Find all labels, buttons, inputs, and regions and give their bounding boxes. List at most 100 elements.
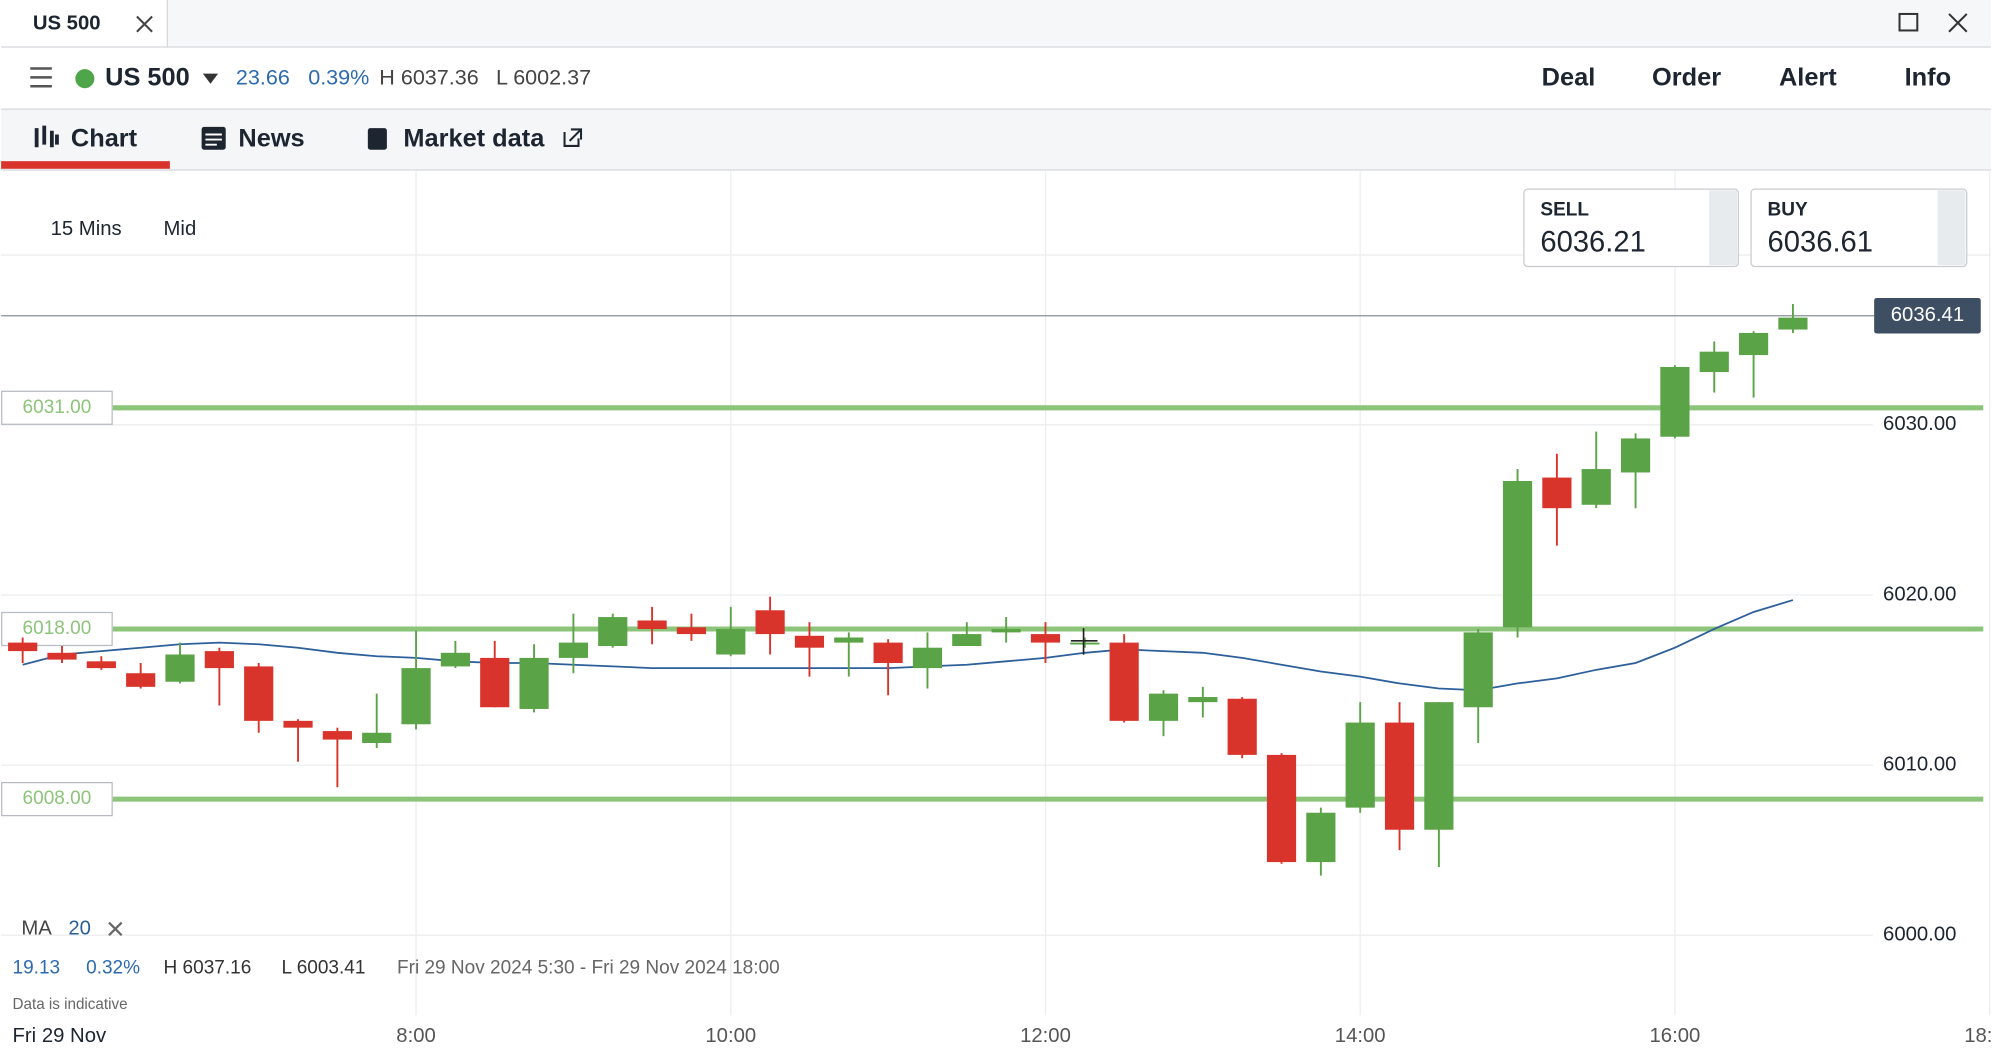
candle-body (1109, 642, 1139, 721)
interval-selector[interactable]: 15 Mins (51, 218, 122, 240)
close-tab[interactable] (136, 15, 153, 33)
candle-body (86, 661, 116, 669)
candle-body (1463, 632, 1493, 708)
buy-button-side (1937, 190, 1966, 266)
candle-body (1070, 642, 1100, 645)
candle-body (676, 627, 707, 635)
candle-body (1188, 697, 1218, 703)
action-button[interactable]: Alert (1779, 63, 1837, 91)
x-tick-label: 14:00 (1335, 1025, 1386, 1047)
current-price-label: 6036.41 (1891, 304, 1964, 326)
window-tab[interactable] (1, 0, 168, 47)
chart-icon (34, 125, 59, 148)
external-link-icon (563, 128, 583, 147)
action-button[interactable]: Info (1905, 63, 1951, 91)
candle-body (47, 652, 77, 660)
day-low: L 6002.37 (496, 64, 591, 89)
current-date: Fri 29 Nov (13, 1025, 107, 1047)
candle-body (558, 642, 589, 658)
x-tick-label: 8:00 (396, 1025, 436, 1047)
cursor (1070, 628, 1098, 655)
current-price-box (1874, 297, 1981, 334)
candle-body (1345, 722, 1375, 808)
range-high: H 6037.16 (164, 957, 252, 978)
candle-body (244, 666, 274, 721)
level-label-box[interactable] (1, 390, 113, 425)
market-data-icon (367, 128, 387, 150)
x-tick-label: 18:00 (1964, 1025, 1992, 1047)
tab-bar (1, 109, 1991, 171)
price-change: 23.66 (236, 64, 290, 89)
buy-button[interactable] (1750, 188, 1968, 268)
candle-body (873, 642, 903, 664)
level-label: 6008.00 (23, 788, 92, 809)
candle-body (755, 610, 785, 635)
price-type-selector[interactable]: Mid (164, 218, 197, 240)
action-button[interactable]: Order (1652, 63, 1721, 91)
disclaimer: Data is indicative (13, 996, 128, 1013)
candle-body (991, 628, 1021, 633)
candle-body (126, 673, 156, 687)
candle-body (794, 635, 825, 648)
sell-button-side (1709, 190, 1738, 266)
level-label-box[interactable] (1, 611, 113, 647)
candle-body (834, 637, 864, 643)
tab[interactable]: Chart (71, 124, 138, 152)
candle-body (637, 620, 667, 629)
y-tick-label: 6010.00 (1883, 753, 1956, 775)
candle-body (1699, 351, 1729, 373)
buy-label: BUY (1768, 200, 1808, 221)
candle-body (1581, 469, 1611, 505)
y-tick-label: 6020.00 (1883, 583, 1956, 605)
candle-body (519, 657, 549, 709)
sell-price: 6036.21 (1540, 226, 1645, 258)
candle-body (1620, 438, 1651, 473)
candle-body (8, 642, 38, 652)
level-label-box[interactable] (1, 781, 113, 817)
close-window[interactable] (1948, 13, 1968, 33)
candle-body (283, 720, 313, 728)
candle-body (1424, 702, 1454, 830)
buy-price: 6036.61 (1768, 226, 1873, 258)
y-tick-label: 6030.00 (1883, 413, 1956, 435)
candle-body (716, 628, 746, 655)
candle-body (440, 652, 470, 667)
level-label: 6018.00 (23, 618, 92, 639)
indicator-period[interactable]: 20 (68, 917, 91, 939)
tab[interactable]: News (238, 124, 304, 152)
range-change: 19.13 (13, 957, 61, 978)
candle-body (1266, 754, 1297, 863)
action-bar: Deal Order Alert Info (1542, 63, 1951, 91)
price-change-pct: 0.39% (308, 64, 369, 89)
candle-body (401, 668, 431, 725)
candle-body (1030, 634, 1061, 643)
action-button[interactable]: Deal (1542, 63, 1596, 91)
tab[interactable]: Market data (403, 124, 545, 152)
menu-button[interactable] (30, 67, 52, 88)
remove-indicator[interactable] (108, 921, 123, 937)
tab-title: US 500 (33, 12, 101, 34)
news-icon-lines (205, 133, 222, 146)
day-high: H 6037.36 (379, 64, 479, 89)
x-tick-label: 12:00 (1020, 1025, 1071, 1047)
candle-body (598, 617, 628, 646)
x-tick-label: 10:00 (705, 1025, 756, 1047)
sell-label: SELL (1540, 200, 1589, 221)
title-bar (1, 0, 1991, 47)
candle-body (1660, 366, 1690, 437)
candle-body (362, 732, 392, 743)
instrument-dropdown[interactable] (202, 73, 219, 84)
market-status (75, 69, 95, 89)
candle-body (1227, 698, 1257, 755)
maximize-button[interactable] (1898, 12, 1919, 32)
candle-body (1502, 480, 1533, 628)
candle-body (952, 634, 982, 646)
sell-button[interactable] (1523, 188, 1739, 268)
tabs: Chart News Market data (71, 124, 545, 152)
candle-body (1738, 332, 1769, 356)
candle-body (1542, 477, 1572, 509)
instrument-name[interactable]: US 500 (105, 63, 190, 91)
plot-area: 8:00 10:00 12:00 14:00 16:00 18:00 6000.00 6010… (1, 171, 1992, 1047)
candle-body (480, 657, 510, 708)
